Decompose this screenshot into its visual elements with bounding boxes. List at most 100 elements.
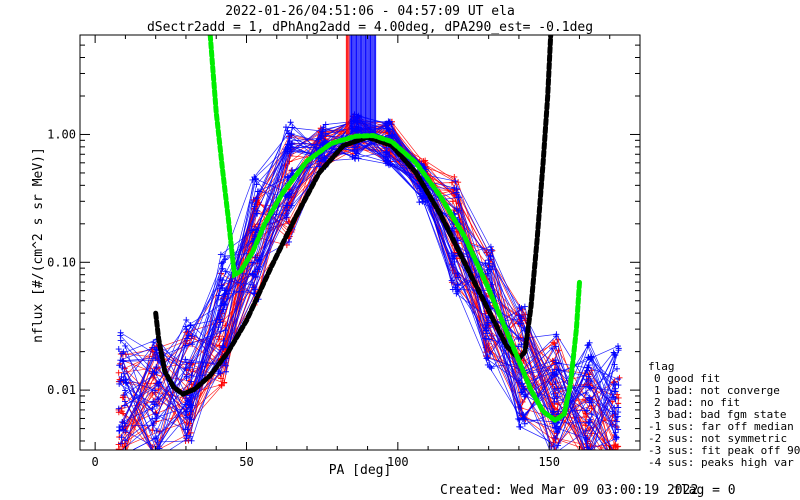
flux-point-marker: [355, 155, 362, 162]
flux-point-marker: [452, 177, 459, 184]
flux-point-marker: [614, 391, 621, 398]
flux-point-marker: [184, 400, 191, 407]
flux-point-marker: [384, 148, 391, 155]
flux-point-marker: [587, 416, 594, 423]
flux-point-marker: [387, 118, 394, 125]
flux-point-marker: [616, 462, 622, 468]
flux-point-marker: [188, 437, 195, 444]
flux-point-marker: [182, 426, 189, 433]
flux-point-marker: [487, 253, 494, 260]
flag-value: flag = 0: [673, 483, 736, 498]
flux-point-marker: [322, 121, 329, 128]
flux-point-marker: [589, 456, 595, 462]
flux-point-marker: [220, 344, 227, 351]
x-tick-label: 50: [239, 455, 253, 469]
flux-point-marker: [611, 474, 617, 480]
flux-point-marker: [116, 454, 122, 460]
flux-point-marker: [386, 152, 393, 159]
flux-trace: [124, 143, 614, 450]
flux-point-marker: [611, 442, 617, 449]
flux-point-marker: [483, 330, 490, 337]
flux-point-marker: [416, 199, 423, 206]
flux-point-marker: [586, 419, 593, 426]
flux-point-marker: [253, 195, 260, 202]
flux-point-marker: [223, 362, 230, 369]
flux-point-marker: [116, 380, 123, 387]
flux-point-marker: [585, 364, 592, 371]
flux-point-marker: [612, 449, 613, 450]
flux-point-marker: [253, 210, 260, 217]
flux-point-marker: [616, 464, 622, 470]
flux-point-marker: [615, 376, 622, 383]
flux-point-marker: [451, 173, 458, 180]
flux-point-marker: [582, 422, 589, 429]
flux-point-marker: [187, 433, 194, 440]
flux-point-marker: [182, 365, 189, 372]
flux-point-marker: [283, 214, 290, 221]
flux-trace: [122, 130, 615, 430]
flux-point-marker: [220, 300, 227, 307]
axis-layer: 0 50 100 150 0.01 0.10 1.00: [47, 34, 640, 469]
flux-point-marker: [519, 389, 526, 396]
flux-point-marker: [249, 270, 256, 277]
flux-point-marker: [585, 373, 592, 380]
flux-point-marker: [183, 316, 190, 323]
flux-point-marker: [585, 354, 592, 361]
flux-point-marker: [583, 407, 590, 414]
flux-point-marker: [222, 256, 229, 263]
flux-point-marker: [115, 369, 122, 376]
flux-point-marker: [115, 346, 122, 353]
flux-point-marker: [119, 357, 126, 364]
flux-point-marker: [150, 452, 156, 458]
flux-point-marker: [610, 462, 616, 468]
flux-point-marker: [248, 199, 255, 206]
flux-point-marker: [552, 343, 559, 350]
flux-point-marker: [613, 435, 620, 442]
flux-point-marker: [284, 173, 291, 180]
flux-trace: [122, 135, 608, 450]
flux-point-marker: [554, 428, 561, 435]
flux-point-marker: [119, 452, 125, 458]
flux-point-marker: [189, 341, 196, 348]
flux-point-marker: [452, 284, 459, 291]
flux-point-marker: [616, 472, 622, 478]
flux-point-marker: [116, 362, 123, 369]
flux-point-marker: [484, 361, 491, 368]
flux-point-marker: [587, 377, 594, 384]
legend-item: 1 bad: not converge: [654, 384, 780, 397]
flux-point-marker: [219, 284, 226, 291]
flux-point-marker: [156, 454, 162, 460]
flux-point-marker: [616, 454, 622, 460]
flux-point-marker: [515, 343, 522, 350]
flux-point-marker: [612, 441, 619, 448]
flux-point-marker: [516, 404, 523, 411]
flux-point-marker: [121, 402, 128, 409]
flux-point-marker: [282, 124, 289, 131]
flux-point-marker: [153, 363, 160, 370]
flux-point-marker: [117, 329, 124, 336]
flux-point-marker: [611, 388, 618, 395]
flux-point-marker: [615, 455, 621, 461]
y-tick-label: 1.00: [47, 127, 76, 141]
legend-item: -1 sus: far off median: [648, 420, 794, 433]
flux-point-marker: [518, 305, 525, 312]
flag-legend: flag 0 good fit 1 bad: not converge 2 ba…: [648, 360, 800, 469]
flux-point-marker: [586, 456, 592, 462]
legend-item: 0 good fit: [654, 372, 720, 385]
legend-item: -4 sus: peaks high var: [648, 456, 794, 469]
flux-point-marker: [612, 429, 619, 436]
flux-point-marker: [584, 462, 590, 468]
flux-point-marker: [455, 207, 462, 214]
flux-point-marker: [288, 190, 295, 197]
flux-point-marker: [221, 301, 228, 308]
flux-point-marker: [250, 272, 257, 279]
flux-point-marker: [287, 119, 294, 126]
flux-point-marker: [612, 465, 618, 471]
flux-point-marker: [612, 461, 618, 467]
flux-point-marker: [486, 260, 493, 267]
flux-point-marker: [183, 435, 190, 442]
legend-item: -2 sus: not symmetric: [648, 432, 787, 445]
flux-point-marker: [589, 469, 595, 475]
flux-point-marker: [120, 453, 126, 459]
x-tick-label: 150: [538, 455, 560, 469]
